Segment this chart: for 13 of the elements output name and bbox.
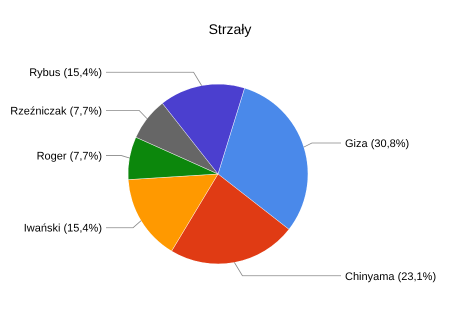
slice-label: Rybus bbox=[29, 67, 60, 80]
data-label: (30,8%) bbox=[368, 138, 410, 150]
slice-label: Rzeźniczak bbox=[10, 105, 67, 118]
slice-label: Chinyama bbox=[345, 270, 395, 283]
slice-label: Giza bbox=[345, 138, 368, 150]
slice-label: Iwański bbox=[24, 222, 60, 235]
data-label: (23,1%) bbox=[394, 270, 436, 283]
data-label: (7,7%) bbox=[66, 105, 102, 118]
chart-title: Strzały bbox=[208, 21, 252, 37]
slice-label: Roger bbox=[36, 150, 67, 163]
data-label: (15,4%) bbox=[60, 67, 102, 80]
data-label: (7,7%) bbox=[66, 150, 102, 163]
data-label: (15,4%) bbox=[60, 222, 102, 235]
